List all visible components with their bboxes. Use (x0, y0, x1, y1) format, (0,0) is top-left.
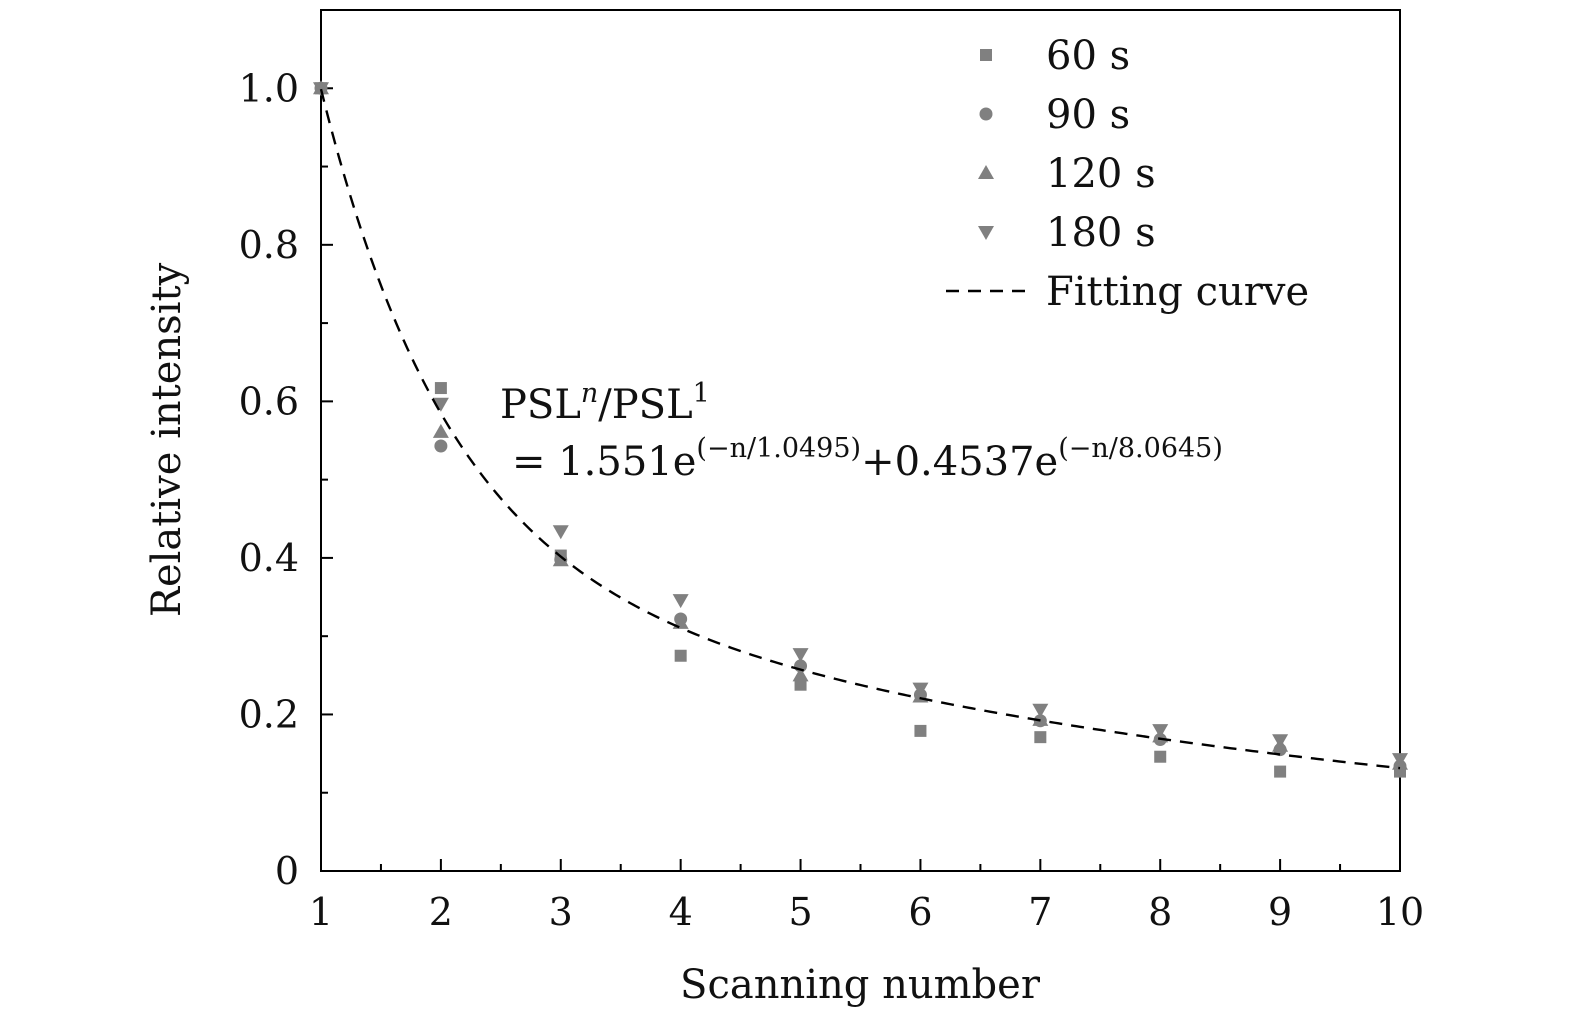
data-point (434, 382, 447, 395)
equation-psl-denominator: /PSL (598, 382, 692, 428)
legend-item-90-s: 90 s (979, 92, 1130, 138)
equation-line-1: PSLn/PSL1 (500, 378, 710, 428)
series-120-s (313, 80, 1408, 770)
data-point (552, 552, 569, 567)
fitting-curve (319, 88, 1401, 770)
data-point (914, 724, 927, 737)
y-tick-label: 0.6 (239, 379, 299, 423)
equation-exponent-1: (−n/1.0495) (696, 433, 861, 464)
series-180-s (313, 82, 1408, 768)
data-point (432, 423, 449, 438)
x-axis-label: Scanning number (680, 962, 1041, 1008)
y-tick-label: 1.0 (239, 66, 299, 110)
legend-item-60-s: 60 s (980, 33, 1130, 79)
data-point (1032, 703, 1049, 718)
series-60-s (315, 82, 1406, 778)
x-tick-label: 6 (908, 890, 932, 934)
y-tick-label: 0.4 (239, 536, 299, 580)
data-point (794, 678, 807, 691)
fitting-curve-layer (319, 88, 1401, 770)
data-point (1154, 750, 1167, 763)
legend-marker (979, 107, 993, 121)
equation-superscript-1: 1 (693, 378, 710, 409)
x-tick-label: 2 (429, 890, 453, 934)
series-90-s (314, 81, 1407, 773)
x-tick-label: 1 (309, 890, 333, 934)
legend-label: 90 s (1046, 92, 1130, 138)
legend-marker (980, 49, 992, 61)
x-tick-label: 5 (788, 890, 812, 934)
x-tick-label: 10 (1376, 890, 1424, 934)
equation-superscript-n: n (581, 378, 598, 409)
axis-ticks: 1 2 3 4 5 6 7 8 9 10 0 0.2 0.4 0.6 0.8 1.0 (239, 66, 1425, 934)
legend-marker (978, 226, 994, 240)
data-point (432, 397, 449, 412)
data-point (1392, 753, 1408, 768)
x-tick-label: 8 (1148, 890, 1172, 934)
data-point (912, 682, 929, 697)
x-tick-label: 3 (549, 890, 573, 934)
data-point (792, 648, 809, 663)
y-tick-label: 0 (275, 849, 299, 893)
x-tick-label: 9 (1268, 890, 1292, 934)
data-series (313, 80, 1408, 778)
x-tick-label: 7 (1028, 890, 1052, 934)
legend-item-180-s: 180 s (978, 210, 1156, 256)
data-point (672, 594, 689, 609)
legend-label: 180 s (1046, 210, 1156, 256)
legend-label: 60 s (1046, 33, 1130, 79)
y-tick-label: 0.2 (239, 692, 299, 736)
data-point (434, 439, 448, 453)
equation-exponent-2: (−n/8.0645) (1058, 433, 1223, 464)
equation-line-2: = 1.551e(−n/1.0495)+0.4537e(−n/8.0645) (512, 433, 1223, 485)
legend-item-fitting-curve: Fitting curve (946, 269, 1309, 315)
data-point (1152, 724, 1169, 739)
data-point (674, 649, 687, 662)
legend-item-120-s: 120 s (978, 151, 1156, 197)
equation-term-2: +0.4537e (861, 439, 1058, 485)
equation-psl-numerator: PSL (500, 382, 581, 428)
legend-label: 120 s (1046, 151, 1156, 197)
legend-label: Fitting curve (1046, 269, 1309, 315)
y-axis-label: Relative intensity (144, 262, 190, 617)
y-tick-label: 0.8 (239, 223, 299, 267)
data-point (1274, 765, 1287, 778)
data-point (1272, 734, 1289, 749)
data-point (792, 667, 809, 682)
fit-equation-annotation: PSLn/PSL1 = 1.551e(−n/1.0495)+0.4537e(−n… (500, 378, 1223, 485)
legend: 60 s 90 s 120 s 180 s Fitting curve (946, 33, 1309, 315)
data-point (1032, 711, 1049, 726)
equation-term-1: = 1.551e (512, 439, 696, 485)
data-point (1034, 731, 1047, 744)
legend-marker (978, 165, 994, 179)
x-tick-label: 4 (669, 890, 693, 934)
data-point (552, 525, 569, 540)
